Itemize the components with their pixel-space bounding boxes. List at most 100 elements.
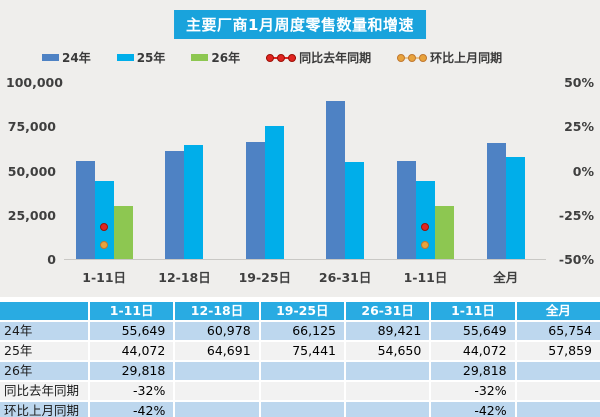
table-cell: 29,818: [431, 362, 515, 380]
category-group-3: [225, 83, 305, 259]
legend-label: 25年: [136, 51, 166, 65]
table-row: 环比上月同期 -42% -42%: [0, 402, 600, 417]
table-cell: [175, 402, 259, 417]
row-label: 同比去年同期: [0, 382, 88, 400]
bar-24年-26-31日: [326, 100, 346, 259]
table-cell: 44,072: [90, 342, 174, 360]
table-cell: 55,649: [90, 322, 174, 340]
table-cell: [175, 362, 259, 380]
chart-legend: 24年 25年 26年 同比去年同期 环比上月同期: [42, 49, 502, 66]
legend-swatch-icon: [116, 54, 134, 61]
table-cell: 54,650: [345, 342, 430, 360]
axis-tick-label: 25,000: [7, 207, 56, 223]
table-row: 24年 55,649 60,978 66,125 89,421 55,649 65,754: [0, 322, 600, 340]
table-cell: [516, 382, 600, 400]
legend-dot: [408, 53, 417, 62]
table-cell: 66,125: [260, 322, 344, 340]
table-cell: 55,649: [431, 322, 515, 340]
axis-tick-label: 25%: [564, 119, 594, 135]
table-cell: [175, 382, 259, 400]
x-axis-label: 26-31日: [318, 270, 372, 285]
category-group-6: [466, 83, 546, 259]
legend-item-4: 环比上月同期: [397, 49, 502, 66]
axis-tick-label: 50,000: [7, 163, 56, 179]
right-y-axis: 50% 25% 0% -25% -50%: [552, 75, 594, 267]
bar-25年-1-11日: [94, 181, 114, 259]
bar-24年-19-25日: [245, 142, 265, 259]
axis-tick-label: 50%: [564, 75, 594, 90]
table-cell: -32%: [431, 382, 515, 400]
legend-swatch-icon: [191, 54, 209, 61]
axis-tick-label: 100,000: [6, 75, 63, 90]
legend-dot: [277, 53, 286, 62]
table-cell: [260, 402, 344, 417]
legend-dot: [288, 53, 297, 62]
table-cell: -42%: [431, 402, 515, 417]
table-row: 同比去年同期 -32% -32%: [0, 382, 600, 400]
row-label: 环比上月同期: [0, 402, 88, 417]
axis-tick-label: -25%: [558, 207, 594, 223]
table-cell: 64,691: [175, 342, 259, 360]
bar-24年-全月: [486, 142, 506, 259]
axis-tick-label: 0%: [572, 163, 594, 179]
table-header-cell: 26-31日: [345, 302, 430, 320]
left-y-axis: 100,000 75,000 50,000 25,000 0: [6, 75, 63, 267]
axis-tick-label: 75,000: [7, 119, 56, 135]
legend-dot: [397, 53, 406, 62]
table-cell: [260, 382, 344, 400]
point-环比上月同期-1-11日: [421, 240, 430, 249]
legend-label: 24年: [62, 51, 91, 65]
table-cell: 57,859: [516, 342, 600, 360]
table-header-cell: 19-25日: [260, 302, 344, 320]
legend-item-1: 25年: [116, 49, 166, 66]
table-cell: [345, 382, 430, 400]
table-row: 26年 29,818 29,818: [0, 362, 600, 380]
point-同比去年同期-1-11日: [421, 223, 430, 232]
table-cell: -32%: [90, 382, 174, 400]
table-header-cell: 12-18日: [175, 302, 259, 320]
table-cell: 65,754: [516, 322, 600, 340]
table-header-row: 1-11日 12-18日 19-25日 26-31日 1-11日 全月: [0, 302, 600, 320]
x-axis-label: 12-18日: [158, 270, 211, 285]
data-table: 1-11日 12-18日 19-25日 26-31日 1-11日 全月 24年 55,649…: [0, 300, 600, 417]
bar-24年-1-11日: [75, 160, 95, 259]
legend-dot: [419, 53, 428, 62]
bar-25年-1-11日: [415, 181, 435, 259]
legend-item-0: 24年: [42, 49, 91, 66]
category-group-5: [385, 83, 465, 259]
bar-26年-1-11日: [113, 206, 133, 259]
bar-25年-26-31日: [345, 162, 365, 259]
data-table-section: 1-11日 12-18日 19-25日 26-31日 1-11日 全月 24年 55,649…: [0, 297, 600, 417]
table-cell: 29,818: [90, 362, 174, 380]
table-cell: 60,978: [175, 322, 259, 340]
legend-item-3: 同比去年同期: [266, 49, 371, 66]
x-axis-label: 全月: [493, 270, 519, 285]
legend-dot-line-icon: [397, 53, 428, 62]
legend-label: 26年: [211, 51, 241, 65]
table-cell: -42%: [90, 402, 174, 417]
legend-dot-line-icon: [266, 53, 297, 62]
category-group-2: [144, 83, 224, 259]
x-axis-label: 1-11日: [403, 270, 448, 285]
table-header-cell: 全月: [516, 302, 600, 320]
legend-item-2: 26年: [191, 49, 240, 66]
bar-26年-1-11日: [434, 206, 454, 259]
bar-25年-19-25日: [264, 125, 284, 259]
axis-tick-label: -50%: [558, 252, 594, 267]
bar-24年-1-11日: [396, 160, 416, 259]
bar-25年-12-18日: [184, 144, 204, 259]
legend-dot: [266, 53, 275, 62]
legend-swatch-icon: [42, 54, 59, 61]
table-cell: [345, 402, 430, 417]
x-axis-labels: 1-11日 12-18日 19-25日 26-31日 1-11日 全月: [64, 267, 546, 286]
table-cell: [516, 362, 600, 380]
bar-24年-12-18日: [165, 151, 185, 259]
chart-title: 主要厂商1月周度零售数量和增速: [174, 10, 426, 39]
row-label: 26年: [0, 362, 88, 380]
table-cell: [516, 402, 600, 417]
bar-chart: 100,000 75,000 50,000 25,000 0 50% 25% 0% -25% -…: [0, 75, 600, 267]
x-axis-label: 19-25日: [238, 270, 292, 285]
point-同比去年同期-1-11日: [100, 223, 109, 232]
bar-25年-全月: [505, 156, 525, 259]
